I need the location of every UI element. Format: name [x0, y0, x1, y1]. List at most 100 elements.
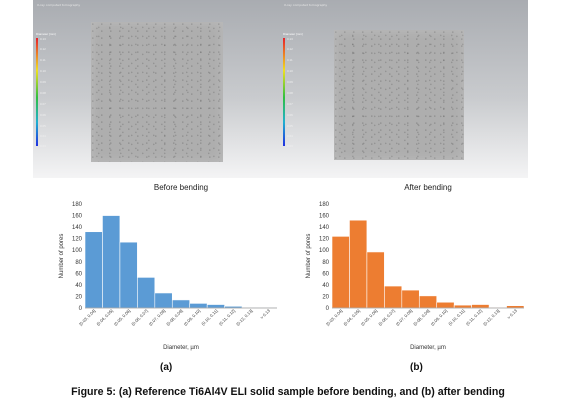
bar [436, 301, 455, 309]
scale-tick: 0.13 [287, 37, 293, 41]
scale-tick: 0.09 [287, 80, 293, 84]
x-tick-label: (0.04, 0.05] [95, 308, 114, 327]
x-tick-label: (0.07, 0.08] [395, 308, 414, 327]
scale-tick: 0.04 [40, 134, 46, 138]
y-tick-label: 0 [326, 306, 330, 312]
scale-tick: 0.08 [40, 91, 46, 95]
ct-image-after: X-ray computed tomography Diameter [mm] … [280, 0, 528, 178]
x-tick-label: > 0.13 [259, 308, 271, 320]
scale-tick: 0.07 [287, 102, 293, 106]
x-tick-label: (0.08, 0.09] [165, 308, 184, 327]
scale-tick: 0.10 [287, 69, 293, 73]
y-tick-label: 80 [322, 260, 329, 266]
panel-label-b: (b) [410, 362, 423, 373]
panel-label-a: (a) [160, 362, 173, 373]
x-tick-label: (0.05, 0.06] [113, 308, 132, 327]
scale-tick: 0.05 [287, 124, 293, 128]
scale-tick: 0.11 [287, 58, 293, 62]
bar [453, 304, 472, 309]
y-axis-label: Number of pores [306, 234, 312, 279]
y-tick-label: 60 [75, 271, 82, 277]
chart-title: Before bending [154, 183, 208, 192]
ct-header: X-ray computed tomography [37, 3, 81, 7]
scale-tick: 0.12 [287, 47, 293, 51]
x-axis-label: Diameter, µm [163, 345, 199, 351]
figure-caption: Figure 5: (a) Reference Ti6Al4V ELI soli… [71, 386, 505, 398]
x-tick-label: (0.07, 0.08] [148, 308, 167, 327]
bar [84, 231, 103, 309]
scale-tick: 0.03 [287, 144, 293, 148]
y-tick-label: 120 [72, 237, 83, 243]
bar [119, 241, 138, 309]
y-tick-label: 140 [319, 225, 330, 231]
y-tick-label: 120 [319, 237, 330, 243]
x-tick-label: (0.09, 0.10] [183, 308, 202, 327]
x-tick-label: (0.08, 0.09] [412, 308, 431, 327]
x-tick-label: (0.10, 0.11] [200, 308, 218, 326]
scale-tick: 0.12 [40, 47, 46, 51]
scale-tick: 0.10 [40, 69, 46, 73]
bar [418, 295, 438, 309]
ct-header: X-ray computed tomography [284, 3, 328, 7]
scale-bar [36, 38, 38, 146]
y-tick-label: 60 [322, 271, 329, 277]
bar [137, 277, 156, 309]
x-tick-label: (0.11, 0.12] [465, 308, 483, 326]
scale-title: Diameter [mm] [283, 32, 303, 36]
x-axis-label: Diameter, µm [410, 345, 446, 351]
x-tick-label: (0.05, 0.06] [360, 308, 379, 327]
bar [189, 303, 208, 309]
y-tick-label: 40 [322, 283, 329, 289]
x-tick-label: (0.12, 0.13] [482, 308, 501, 327]
ct-image-before: X-ray computed tomography Diameter [mm] … [33, 0, 281, 178]
bar [154, 292, 173, 309]
y-tick-label: 180 [319, 202, 330, 208]
scale-tick: 0.13 [40, 37, 46, 41]
y-tick-label: 180 [72, 202, 83, 208]
sample-cube [91, 22, 223, 162]
bar [206, 304, 225, 309]
x-tick-label: (0.09, 0.10] [430, 308, 449, 327]
x-tick-label: (0.06, 0.07] [377, 308, 396, 327]
bar [366, 251, 385, 309]
y-tick-label: 0 [79, 306, 83, 312]
x-tick-label: (0.10, 0.11] [447, 308, 465, 326]
histogram-before-bending: Before bending 0 20 40 60 80 100 120 140 160 180 Nu… [59, 183, 278, 351]
y-tick-label: 160 [72, 214, 83, 220]
bar [102, 215, 121, 309]
scale-tick: 0.11 [40, 58, 46, 62]
y-tick-label: 160 [319, 214, 330, 220]
color-scale: Diameter [mm] 0.13 0.12 0.11 0.10 0.09 0… [283, 32, 307, 152]
bar [384, 285, 403, 309]
scale-tick: 0.05 [40, 124, 46, 128]
scale-tick: 0.03 [40, 144, 46, 148]
scale-tick: 0.09 [40, 80, 46, 84]
bar [331, 236, 350, 309]
y-tick-label: 40 [75, 283, 82, 289]
scale-tick: 0.07 [40, 102, 46, 106]
x-tick-label: (0.11, 0.12] [218, 308, 236, 326]
chart-title: After bending [404, 183, 452, 192]
y-tick-label: 80 [75, 260, 82, 266]
x-tick-label: (0.04, 0.05] [342, 308, 361, 327]
histogram-after-bending: After bending 0 20 40 60 80 100 120 140 160 180 Num… [306, 183, 525, 351]
bar [171, 299, 191, 309]
scale-tick: 0.06 [40, 113, 46, 117]
x-tick-label: (0.12, 0.13] [235, 308, 254, 327]
y-tick-label: 100 [72, 248, 83, 254]
y-tick-label: 20 [322, 294, 329, 300]
scale-tick: 0.04 [287, 134, 293, 138]
bar [401, 289, 420, 309]
sample-cube [334, 30, 464, 160]
x-tick-label: > 0.13 [506, 308, 518, 320]
scale-tick: 0.06 [287, 113, 293, 117]
y-tick-label: 140 [72, 225, 83, 231]
bar [471, 304, 490, 309]
color-scale: Diameter [mm] 0.13 0.12 0.11 0.10 0.09 0… [36, 32, 60, 152]
scale-bar [283, 38, 285, 146]
y-axis-label: Number of pores [59, 234, 65, 279]
scale-tick: 0.08 [287, 91, 293, 95]
y-tick-label: 20 [75, 294, 82, 300]
scale-title: Diameter [mm] [36, 32, 56, 36]
x-tick-label: (0.06, 0.07] [130, 308, 149, 327]
